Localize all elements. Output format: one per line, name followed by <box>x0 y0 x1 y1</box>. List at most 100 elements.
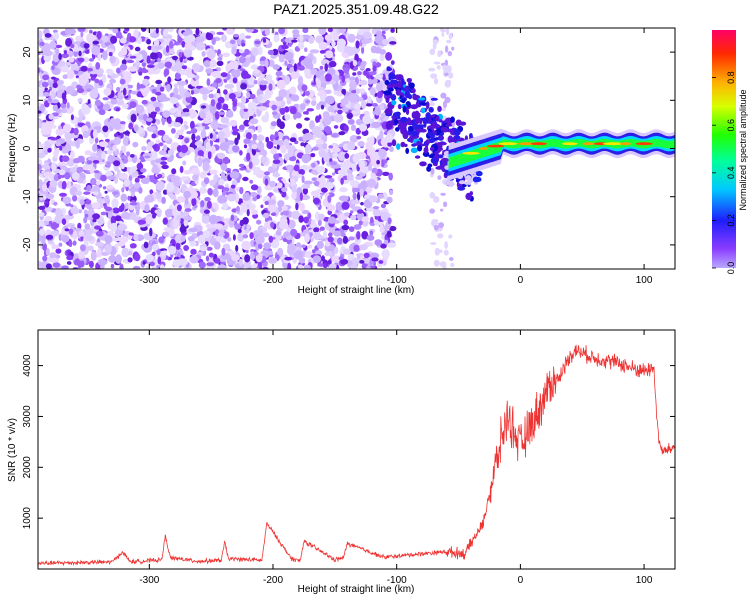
spectrogram-speckle <box>256 141 265 151</box>
spectrogram-speckle <box>132 141 139 148</box>
spectrogram-speckle <box>430 242 437 245</box>
spectrogram-speckle <box>301 84 308 92</box>
spectrogram-signal <box>444 181 449 186</box>
spectrogram-speckle <box>38 199 45 203</box>
spectrogram-speckle <box>343 248 351 255</box>
spectrogram-speckle <box>48 220 53 225</box>
spectrogram-speckle <box>44 126 50 135</box>
spectrogram-signal <box>438 119 443 123</box>
spectrogram-speckle <box>243 119 251 127</box>
spectrogram-signal <box>440 126 449 132</box>
spectrogram-speckle <box>216 60 224 66</box>
spectrogram-speckle <box>68 228 74 235</box>
spectrogram-speckle <box>253 251 259 256</box>
spectrogram-speckle <box>433 259 440 267</box>
spectrogram-speckle <box>355 40 360 49</box>
spectrogram-speckle <box>219 138 226 144</box>
spectrogram-speckle <box>389 225 397 232</box>
spectrogram-speckle <box>358 88 366 94</box>
spectrogram-speckle <box>216 102 222 110</box>
spectrogram-speckle <box>367 96 372 106</box>
spectrogram-speckle <box>52 53 60 63</box>
spectrogram-speckle <box>303 216 309 224</box>
spectrogram-signal <box>396 143 401 150</box>
spectrogram-speckle <box>134 46 141 52</box>
spectrogram-speckle <box>230 214 235 222</box>
spectrogram-speckle <box>74 191 83 196</box>
spectrogram-speckle <box>137 219 146 225</box>
carrier-hotspot <box>582 142 595 146</box>
spectrogram-speckle <box>109 55 116 64</box>
spectrogram-speckle <box>429 192 436 199</box>
spectrogram-speckle <box>361 46 365 54</box>
spectrogram-speckle <box>330 133 339 138</box>
spectrogram-speckle <box>166 83 171 92</box>
spectrogram-speckle <box>170 99 178 104</box>
spectrogram-speckle <box>104 190 108 194</box>
spectrogram-speckle <box>238 258 243 267</box>
spectrogram-speckle <box>328 244 335 252</box>
spectrogram-speckle <box>283 153 290 161</box>
spectrogram-speckle <box>121 211 131 220</box>
spectrogram-signal <box>450 116 455 123</box>
spectrogram-speckle <box>206 78 211 86</box>
spectrogram-speckle <box>332 172 336 176</box>
spectrogram-signal <box>399 95 403 100</box>
spectrogram-speckle <box>208 252 215 258</box>
spectrogram-speckle <box>80 65 88 72</box>
spectrogram-signal <box>453 129 461 136</box>
spectrogram-signal <box>394 74 401 80</box>
spectrogram-speckle <box>170 194 177 200</box>
spectrogram-speckle <box>232 100 238 107</box>
spectrogram-speckle <box>278 220 289 230</box>
spectrogram-speckle <box>135 206 140 216</box>
spectrogram-speckle <box>281 187 288 193</box>
spectrogram-speckle <box>258 80 269 86</box>
spectrogram-speckle <box>291 184 297 194</box>
spectrogram-signal <box>418 97 426 101</box>
spectrogram-speckle <box>90 251 97 261</box>
spectrogram-speckle <box>209 105 217 114</box>
spectrogram-speckle <box>167 117 172 124</box>
x-tick-label: -300 <box>139 275 159 286</box>
spectrogram-speckle <box>319 74 326 84</box>
spectrogram-speckle <box>371 121 381 128</box>
spectrogram-speckle <box>361 230 369 240</box>
spectrogram-signal <box>410 105 418 110</box>
spectrogram-speckle <box>429 208 435 214</box>
spectrogram-speckle <box>351 257 362 265</box>
spectrogram-speckle <box>127 195 131 201</box>
spectrogram-speckle <box>257 106 268 111</box>
chart-title: PAZ1.2025.351.09.48.G22 <box>273 1 439 17</box>
spectrogram-speckle <box>152 88 157 94</box>
spectrogram-speckle <box>326 181 334 190</box>
spectrogram-speckle <box>182 108 190 113</box>
spectrogram-speckle <box>316 105 321 110</box>
spectrogram-speckle <box>299 34 304 42</box>
spectrogram-speckle <box>251 47 259 57</box>
spectrogram-speckle <box>278 121 285 130</box>
y-tick-label: 3000 <box>22 405 33 428</box>
spectrogram-speckle <box>276 79 286 90</box>
spectrogram-speckle <box>257 243 263 249</box>
spectrogram-speckle <box>372 209 383 217</box>
spectrogram-speckle <box>190 248 197 255</box>
spectrogram-speckle <box>231 254 241 262</box>
spectrogram-speckle <box>441 108 446 112</box>
spectrogram-speckle <box>97 217 105 226</box>
spectrogram-speckle <box>270 221 275 229</box>
spectrogram-speckle <box>58 53 62 60</box>
spectrogram-speckle <box>304 68 311 76</box>
spectrogram-speckle <box>70 43 75 49</box>
spectrogram-speckle <box>134 253 141 262</box>
spectrogram-speckle <box>165 45 170 53</box>
spectrogram-speckle <box>160 161 168 166</box>
spectrogram-speckle <box>380 28 390 31</box>
spectrogram-speckle <box>328 177 335 183</box>
spectrogram-speckle <box>448 32 453 40</box>
spectrogram-speckle <box>71 171 80 181</box>
spectrogram-speckle <box>66 261 72 265</box>
spectrogram-speckle <box>275 70 283 77</box>
spectrogram-speckle <box>270 212 277 216</box>
spectrogram-speckle <box>169 107 177 114</box>
